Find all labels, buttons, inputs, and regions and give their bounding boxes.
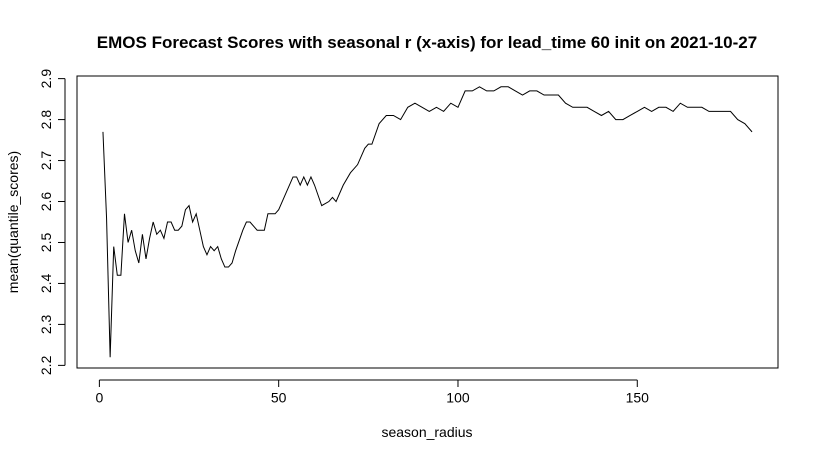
x-axis-label: season_radius — [381, 424, 472, 440]
y-tick-label: 2.5 — [38, 233, 54, 253]
y-tick-label: 2.8 — [38, 110, 54, 130]
plot-box — [76, 75, 779, 369]
x-tick-label: 50 — [271, 389, 287, 405]
x-tick-label: 150 — [626, 389, 650, 405]
data-line — [102, 86, 753, 358]
y-tick-label: 2.4 — [38, 274, 54, 294]
x-tick-label: 100 — [446, 389, 470, 405]
chart-title: EMOS Forecast Scores with seasonal r (x-… — [97, 33, 757, 52]
x-tick-label: 0 — [95, 389, 103, 405]
y-tick-label: 2.3 — [38, 314, 54, 334]
y-tick-label: 2.6 — [38, 192, 54, 212]
y-tick-label: 2.7 — [38, 151, 54, 171]
y-axis-label: mean(quantile_scores) — [5, 151, 21, 293]
y-tick-label: 2.9 — [38, 69, 54, 89]
y-tick-label: 2.2 — [38, 355, 54, 375]
